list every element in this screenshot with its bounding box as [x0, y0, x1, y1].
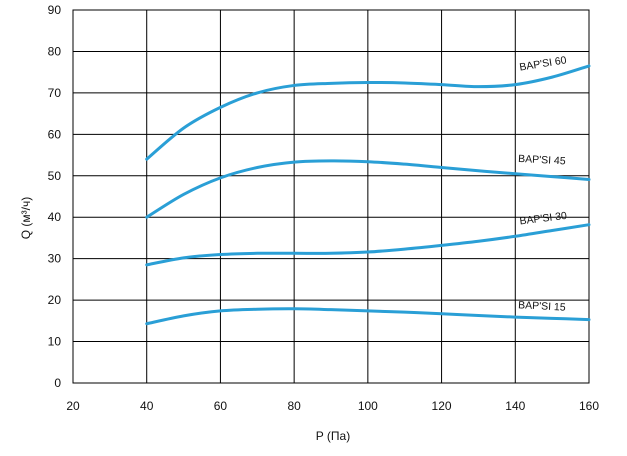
x-tick-label: 160: [579, 399, 599, 413]
series-label: BAP'SI 45: [518, 153, 566, 167]
series-label: BAP'SI 60: [519, 54, 568, 73]
y-tick-label: 0: [54, 376, 61, 390]
series-line: [145, 307, 591, 326]
y-tick-label: 80: [48, 44, 62, 58]
series-line: [145, 64, 591, 161]
x-tick-labels: 20 40 60 80 100 120 140 160: [66, 399, 599, 413]
series-labels: BAP'SI 60 BAP'SI 45 BAP'SI 30 BAP'SI 15: [518, 54, 568, 313]
x-tick-label: 140: [505, 399, 525, 413]
series-line: [145, 223, 591, 267]
series-label: BAP'SI 30: [519, 210, 568, 228]
y-tick-label: 20: [48, 293, 62, 307]
plot-frame: [72, 9, 590, 384]
x-tick-label: 60: [214, 399, 228, 413]
y-tick-label: 90: [48, 3, 62, 17]
x-tick-label: 20: [66, 399, 80, 413]
series-line: [145, 159, 591, 219]
x-axis-title: P (Па): [316, 429, 350, 443]
y-tick-label: 50: [48, 169, 62, 183]
y-tick-label: 40: [48, 210, 62, 224]
x-tick-label: 100: [358, 399, 378, 413]
y-tick-label: 60: [48, 127, 62, 141]
x-tick-label: 120: [432, 399, 452, 413]
series-lines: [145, 64, 591, 326]
y-tick-label: 70: [48, 86, 62, 100]
y-axis-title: Q (м³/ч): [19, 197, 33, 240]
y-tick-label: 10: [48, 335, 62, 349]
y-tick-labels: 0 10 20 30 40 50 60 70 80 90: [48, 3, 62, 390]
y-tick-label: 30: [48, 252, 62, 266]
grid: [72, 9, 590, 384]
x-tick-label: 40: [140, 399, 154, 413]
x-tick-label: 80: [287, 399, 301, 413]
series-label: BAP'SI 15: [518, 299, 566, 313]
